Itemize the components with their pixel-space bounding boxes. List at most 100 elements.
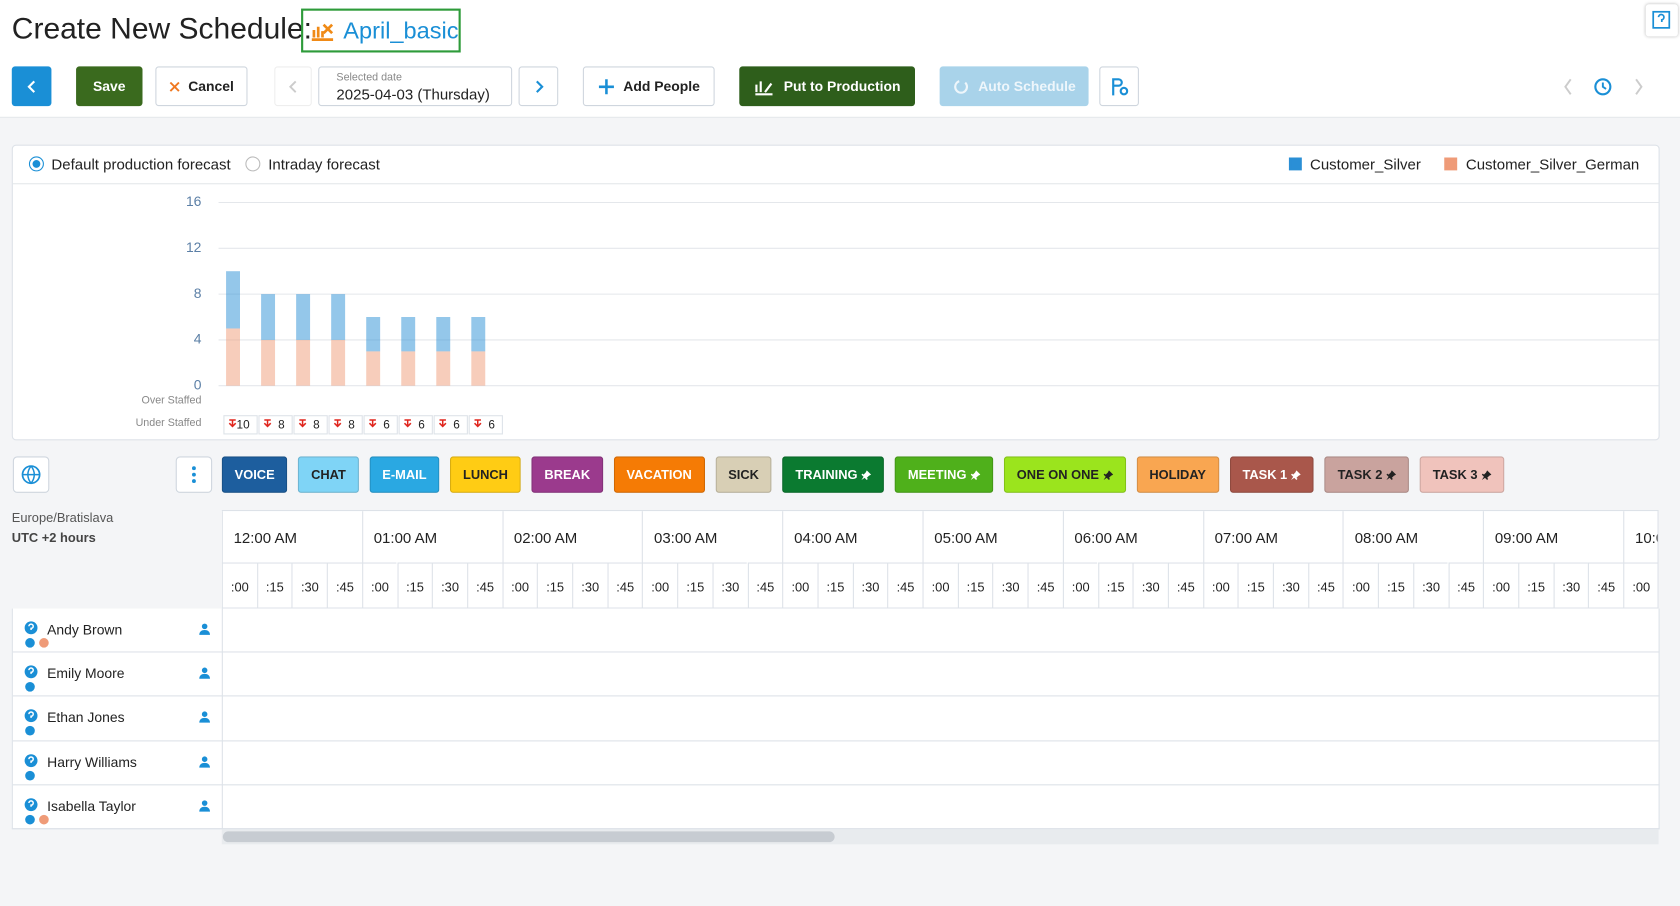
activity-chip[interactable]: TASK 1 [1229,456,1315,493]
schedule-name-text: April_basic [343,16,459,44]
under-staffed-value: 6 [418,418,425,431]
help-button[interactable] [1645,4,1678,37]
schedule-name[interactable]: April_basic [301,8,461,53]
under-staffed-arrow [403,419,412,428]
activity-label: VACATION [626,467,692,483]
pin-shape [1386,469,1397,480]
under-staffed-arrow [474,419,482,428]
skill-dot [39,638,49,648]
timezone-button[interactable] [12,456,50,493]
activity-chip[interactable]: LUNCH [450,456,521,493]
quarter-label: :00 [782,562,818,608]
over-staffed-label: Over Staffed [142,395,202,407]
forecast-option[interactable]: Default production forecast [28,155,231,173]
activity-chip[interactable]: SICK [715,456,772,493]
quarter-label: :00 [1202,562,1238,608]
history-icon[interactable] [1594,78,1612,96]
hour-label: 12:00 AM [221,511,362,563]
put-to-production-button[interactable]: Put to Production [739,66,916,107]
pin-icon [970,469,981,480]
under-staffed-box [398,415,433,435]
skill-dot [25,726,35,736]
save-button[interactable]: Save [76,66,143,107]
activity-chip[interactable]: TRAINING [782,456,885,493]
activity-chip[interactable]: E-MAIL [369,456,440,493]
panel-divider [12,183,1659,185]
cancel-button[interactable]: Cancel [155,66,248,107]
bar [366,351,381,386]
role-icon [199,711,211,724]
under-staffed-value: 8 [348,418,355,431]
production-icon [755,80,774,95]
quarter-label: :00 [1483,562,1519,608]
hour-label: 09:00 AM [1483,511,1623,563]
quarter-label: :15 [957,562,993,608]
y-tick-label: 8 [194,285,202,301]
legend: Customer_Silver Customer_Silver_German [1288,155,1639,173]
put-to-production-text: Put to Production [783,78,901,95]
date-picker[interactable]: Selected date 2025-04-03 (Thursday) [318,66,513,107]
bar [331,294,346,340]
settings-icon [1111,77,1128,95]
back-button[interactable] [11,66,52,107]
under-staffed-label: Under Staffed [136,417,202,429]
quarter-label: :00 [922,562,958,608]
y-tick-label: 0 [194,376,202,392]
hour-label: 08:00 AM [1342,511,1483,563]
quarter-label: :15 [677,562,713,608]
quarter-label: :15 [537,562,573,608]
quarter-label: :30 [992,562,1028,608]
quarter-label: :00 [1062,562,1098,608]
activity-chip[interactable]: MEETING [895,456,994,493]
under-staffed-value: 8 [313,418,320,431]
hour-label: 01:00 AM [361,511,502,563]
role-shape [199,623,211,635]
quarter-label: :15 [1097,562,1133,608]
scrollbar-thumb[interactable] [222,831,835,843]
under-staffed-box [328,415,363,435]
menu-button[interactable] [175,456,213,493]
activity-chip[interactable]: ONE ON ONE [1003,456,1126,493]
legend-label: Customer_Silver [1310,155,1421,173]
page-title: Create New Schedule: [11,11,312,46]
role-icon [199,667,211,679]
legend-item: Customer_Silver [1288,155,1421,173]
person-name: Ethan Jones [47,709,125,726]
prev-icon [288,80,296,93]
quarter-label: :30 [1553,562,1589,608]
quarter-label: :45 [607,562,643,608]
activity-chip[interactable]: VOICE [221,456,288,493]
quarter-label: :45 [1588,562,1624,608]
activity-bar: VOICE CHAT E-MAIL LUNCH BREAK VACATION SICK TRA… [221,456,1515,493]
people-grid: Andy Brown Emily Moore Ethan Jones Harry Wi… [11,608,1660,830]
quarter-label: :45 [467,562,503,608]
activity-chip[interactable]: BREAK [531,456,603,493]
settings-button[interactable] [1099,66,1139,107]
quarter-label: :30 [1132,562,1168,608]
forecast-option[interactable]: Intraday forecast [245,155,380,173]
activity-chip[interactable]: TASK 2 [1324,456,1410,493]
bar [401,351,416,386]
under-staffed-value: 6 [383,418,390,431]
person-row: Isabella Taylor [12,785,1660,830]
quarter-label: :45 [747,562,783,608]
activity-chip[interactable]: HOLIDAY [1136,456,1219,493]
quarter-label: :00 [361,562,397,608]
pin-icon [1481,469,1492,480]
hour-label: 03:00 AM [642,511,782,563]
forecast-options: Default production forecast Intraday fore… [28,155,380,173]
bar [261,294,276,340]
cancel-icon [169,81,180,92]
person-icons [24,621,49,648]
next-date-button[interactable] [518,66,559,107]
under-staffed-arrow [333,419,342,428]
quarter-label: :30 [1412,562,1449,608]
schedule-icon [311,23,334,41]
add-people-button[interactable]: Add People [582,66,715,107]
activity-chip[interactable]: CHAT [298,456,359,493]
activity-chip[interactable]: VACATION [613,456,705,493]
quarter-label: :00 [502,562,538,608]
activity-chip[interactable]: TASK 3 [1419,456,1505,493]
